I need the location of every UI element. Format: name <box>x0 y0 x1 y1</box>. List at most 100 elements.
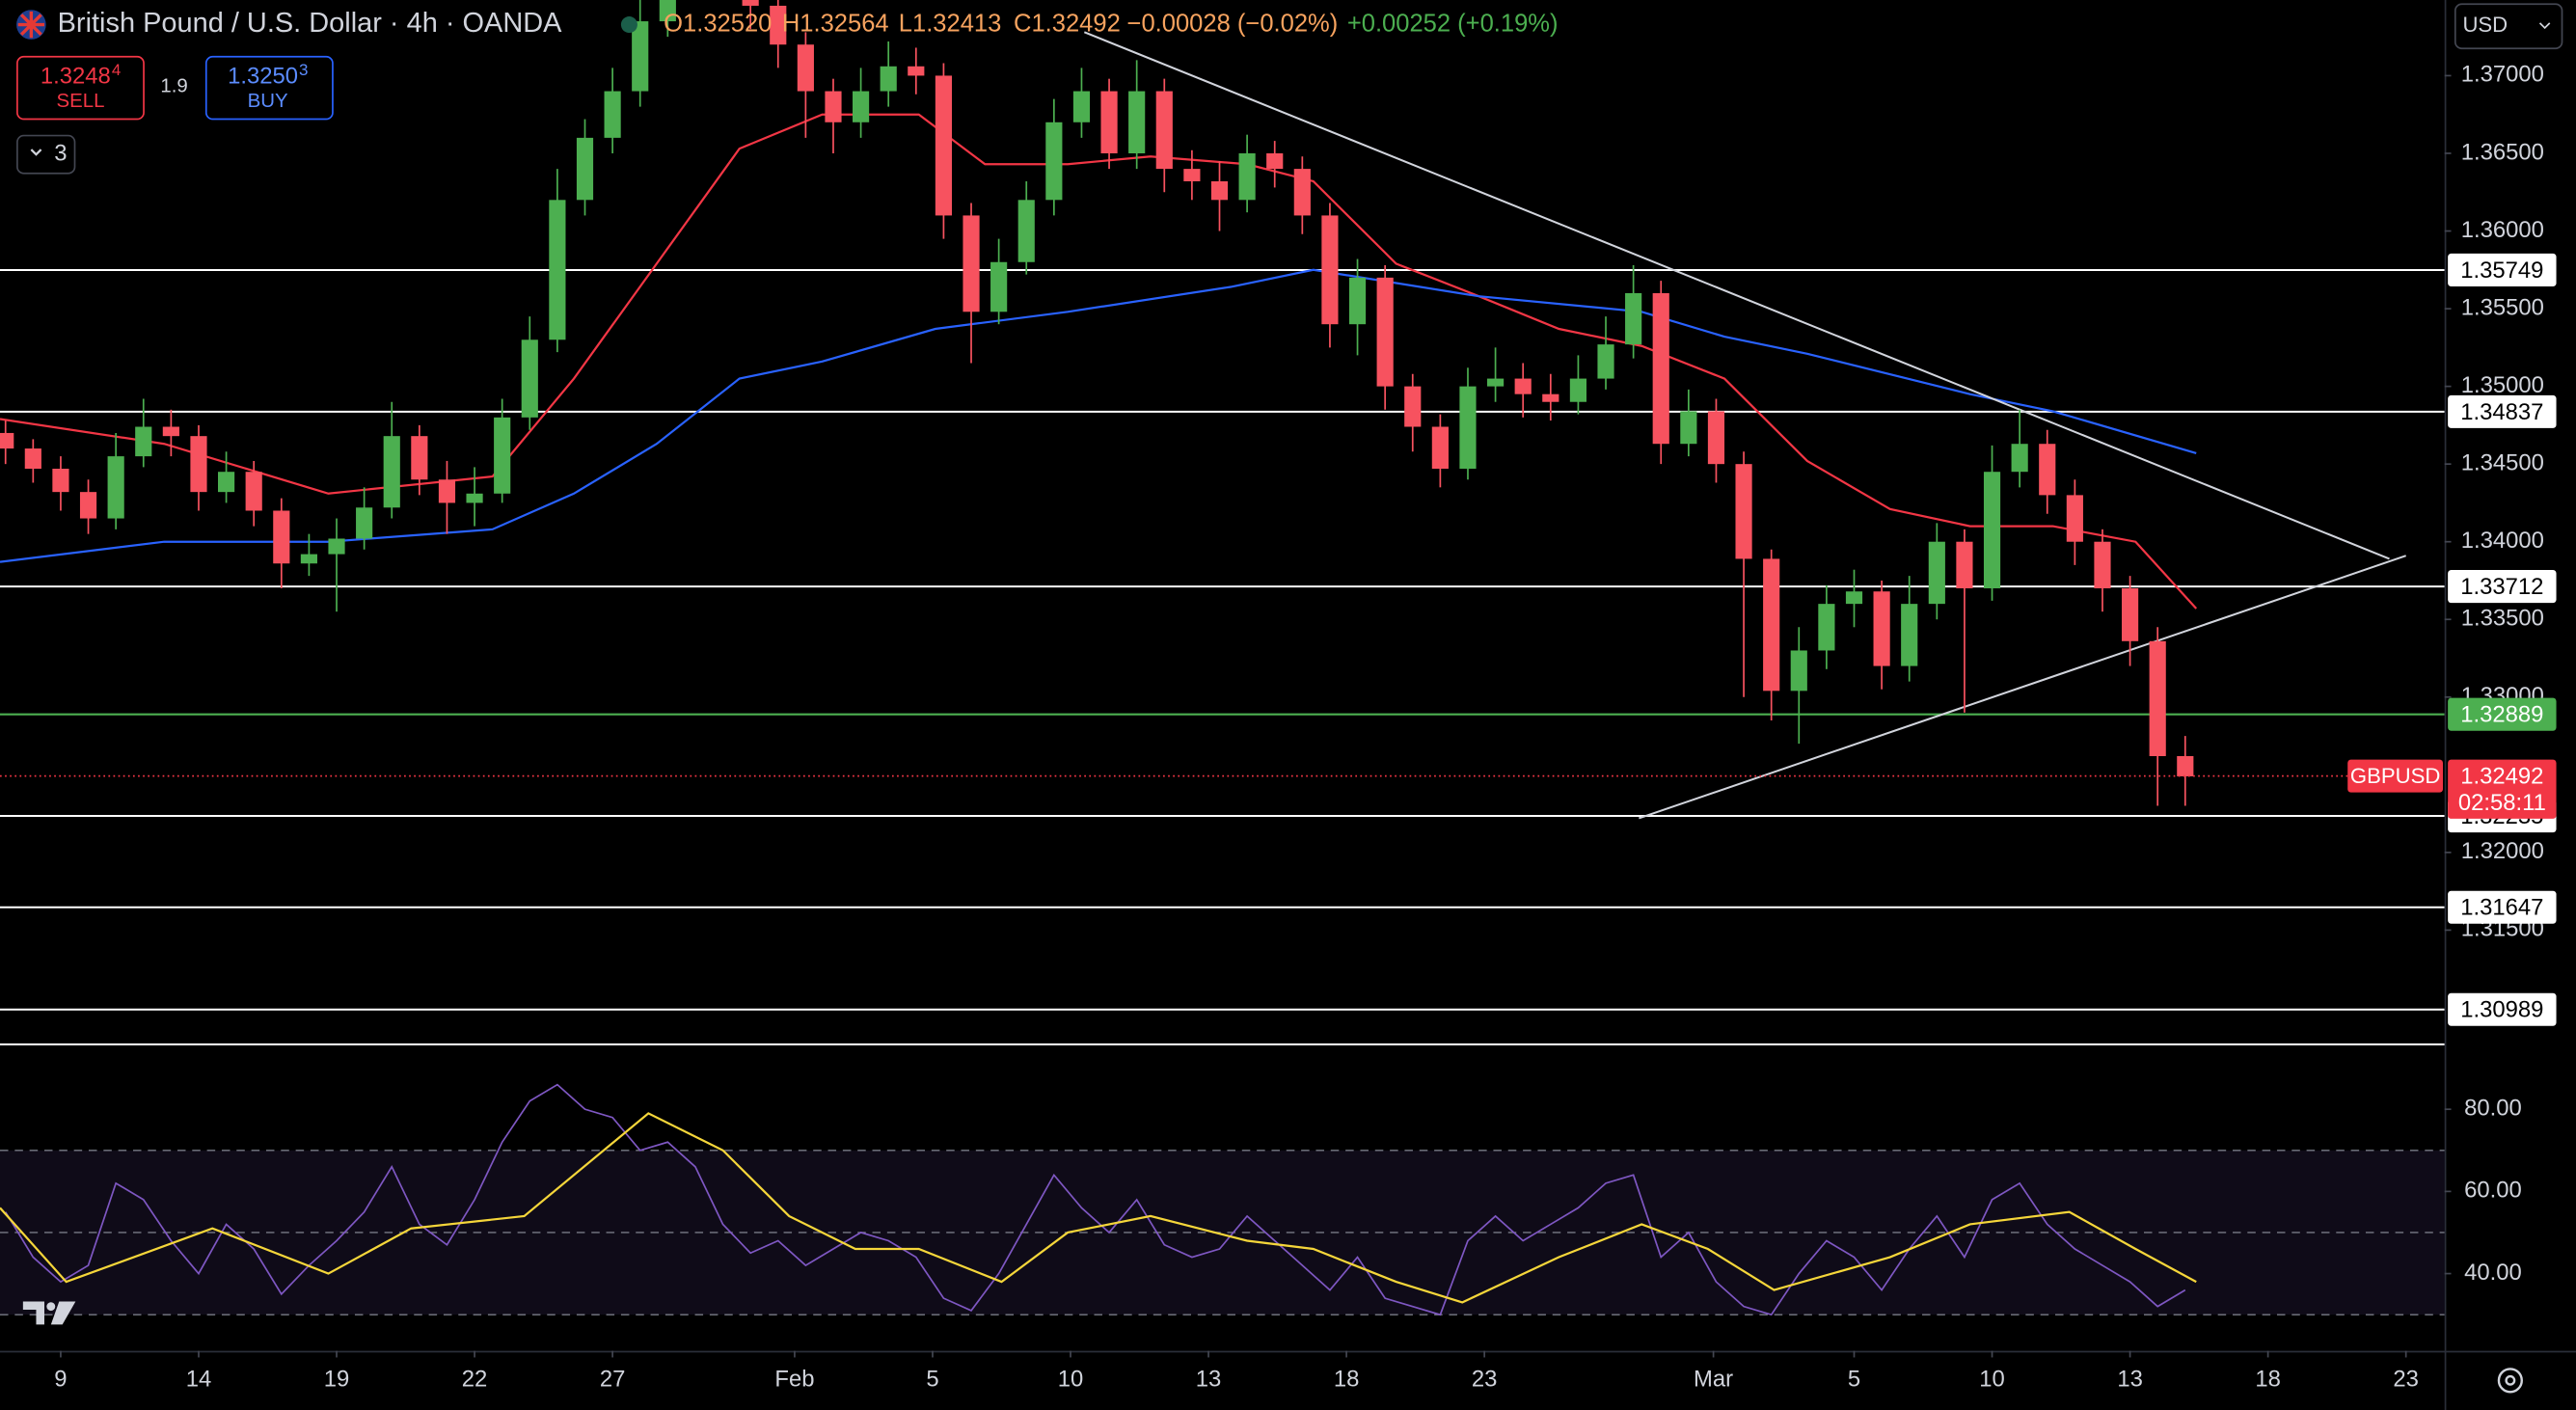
x-tick-label: 5 <box>926 1367 938 1393</box>
indicator-toggle[interactable] <box>16 134 76 175</box>
level-label-box <box>2448 253 2557 287</box>
moving-average <box>0 268 2197 563</box>
logo-part <box>50 1301 76 1325</box>
level-label-box <box>2448 992 2557 1026</box>
candle-body <box>0 432 14 449</box>
candle-body <box>328 538 345 555</box>
axes: 1.37000 1.36500 1.36000 1.35500 1.35000 1.345… <box>54 62 2557 1393</box>
x-tick-label: 18 <box>2255 1367 2281 1393</box>
candle-body <box>2011 444 2028 473</box>
market-status <box>620 16 637 34</box>
rsi-band <box>0 1150 2445 1315</box>
price-pane <box>0 0 2445 1011</box>
candle-body <box>438 479 456 503</box>
candle-body <box>1569 378 1586 402</box>
countdown: 02:58:11 <box>2458 790 2546 816</box>
open-value: O1.32520 <box>664 10 772 37</box>
candle-body <box>2122 588 2139 641</box>
x-tick-label: 9 <box>54 1367 67 1393</box>
candle-body <box>935 75 952 216</box>
x-tick-label: 10 <box>1979 1367 2005 1393</box>
candle-body <box>1348 277 1367 325</box>
candle-body <box>1321 215 1339 325</box>
x-tick-label: 13 <box>2117 1367 2143 1393</box>
candle-body <box>135 426 152 457</box>
candle-body <box>162 426 179 437</box>
candle-body <box>521 339 538 418</box>
candle-body <box>356 507 373 539</box>
candle-body <box>963 215 980 312</box>
settings-icon[interactable] <box>2497 1368 2523 1394</box>
candle-body <box>1514 378 1532 394</box>
y-tick-label: 1.34500 <box>2461 449 2544 475</box>
y-tick-label: 1.37000 <box>2461 62 2544 88</box>
y-tick-label: 1.33500 <box>2461 606 2544 632</box>
x-tick-label: 5 <box>1848 1367 1860 1393</box>
last-price-label: 1.32492 <box>2460 764 2543 790</box>
x-tick-label: 19 <box>324 1367 350 1393</box>
y-tick-label: 1.35000 <box>2461 372 2544 398</box>
y-tick-label: 1.35500 <box>2461 294 2544 320</box>
candle-body <box>1818 604 1835 651</box>
candle-body <box>659 0 676 22</box>
spread: 1.9 <box>160 75 187 97</box>
level-label: 1.35749 <box>2460 258 2543 284</box>
sell-button[interactable] <box>16 55 145 121</box>
level-label: 1.30989 <box>2460 997 2543 1023</box>
buy-label: BUY <box>248 90 288 112</box>
rsi-pane <box>0 1083 2197 1316</box>
chevron <box>30 149 42 156</box>
x-tick-label: 22 <box>462 1367 488 1393</box>
x-tick-label: 23 <box>2393 1367 2419 1393</box>
candle-body <box>190 436 207 493</box>
candle-body <box>245 472 262 511</box>
candle-body <box>1735 464 1752 559</box>
candle-body <box>1045 122 1063 201</box>
candle-body <box>1928 541 1945 605</box>
rsi-tick-label: 80.00 <box>2464 1095 2522 1121</box>
level-label: 1.33712 <box>2460 574 2543 600</box>
candle-body <box>576 137 594 201</box>
x-tick-label: 27 <box>600 1367 626 1393</box>
candle-body <box>549 200 566 340</box>
candle-body <box>2039 444 2056 496</box>
trendline <box>1083 31 2390 560</box>
candle-body <box>1072 91 1091 122</box>
candle-body <box>1707 411 1725 465</box>
candle-body <box>825 91 842 122</box>
candle-body <box>1293 169 1311 216</box>
candle-body <box>1873 591 1890 666</box>
candle-body <box>1404 386 1422 427</box>
level-label-box <box>2448 697 2557 731</box>
sell-label: SELL <box>56 90 104 112</box>
rsi-background <box>0 1150 2445 1315</box>
change-value: −0.00028 (−0.02%) <box>1127 10 1339 37</box>
level-label-box <box>2448 394 2557 428</box>
candle-body <box>1183 169 1201 181</box>
indicator-count: 3 <box>54 140 67 166</box>
rsi-tick-label: 60.00 <box>2464 1178 2522 1204</box>
close-value: C1.32492 <box>1014 10 1121 37</box>
x-tick-label: Mar <box>1694 1367 1733 1393</box>
candle-body <box>218 472 235 493</box>
sell-price: 1.3248 <box>41 63 111 89</box>
buy-button[interactable] <box>204 55 334 121</box>
candle-body <box>1431 426 1449 469</box>
candle-body <box>1790 650 1807 691</box>
candle-body <box>1128 91 1146 153</box>
header: British Pound / U.S. Dollar · 4h · OANDA… <box>16 3 2563 1394</box>
rsi-ma <box>0 1112 2197 1304</box>
last-price-box <box>2448 759 2557 819</box>
level-label: 1.34837 <box>2460 399 2543 425</box>
x-tick-label: 13 <box>1196 1367 1222 1393</box>
level-label: 1.31647 <box>2460 895 2543 921</box>
x-tick-label: 10 <box>1058 1367 1084 1393</box>
candle-body <box>1376 277 1394 387</box>
candle-body <box>853 91 870 122</box>
y-tick-label: 1.34000 <box>2461 528 2544 554</box>
candle-body <box>1625 292 1642 345</box>
currency-select[interactable] <box>2454 3 2563 50</box>
candle-body <box>1680 411 1697 445</box>
logo-part <box>22 1301 44 1325</box>
candle-body <box>1652 292 1669 445</box>
